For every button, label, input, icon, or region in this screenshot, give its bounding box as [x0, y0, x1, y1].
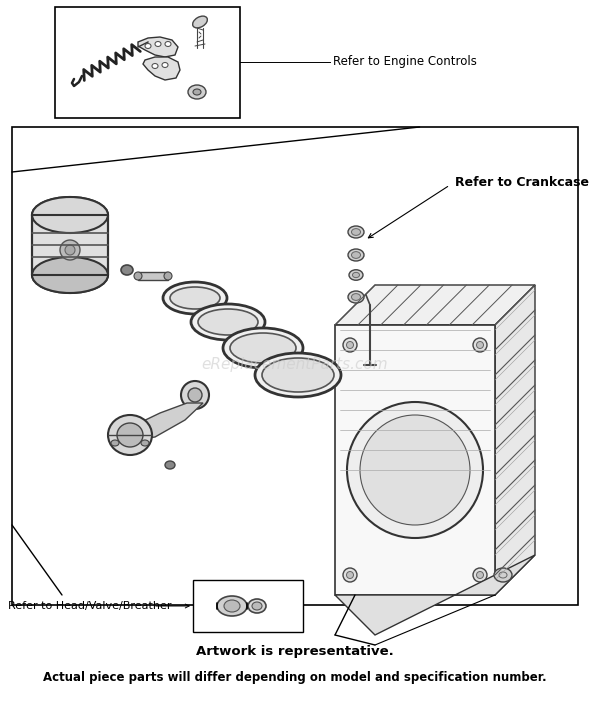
Ellipse shape [262, 358, 334, 392]
Ellipse shape [198, 309, 258, 335]
Text: Refer to Head/Valve/Breather: Refer to Head/Valve/Breather [8, 601, 172, 611]
Text: Artwork is representative.: Artwork is representative. [196, 645, 394, 659]
Ellipse shape [343, 338, 357, 352]
Ellipse shape [477, 571, 483, 578]
Ellipse shape [352, 273, 359, 277]
Ellipse shape [348, 291, 364, 303]
Ellipse shape [343, 568, 357, 582]
Ellipse shape [193, 89, 201, 95]
Ellipse shape [346, 571, 353, 578]
Ellipse shape [181, 381, 209, 409]
Ellipse shape [477, 342, 483, 349]
Ellipse shape [65, 245, 75, 255]
Ellipse shape [108, 415, 152, 455]
Ellipse shape [230, 333, 296, 363]
Ellipse shape [255, 353, 341, 397]
Ellipse shape [152, 64, 158, 68]
Ellipse shape [163, 282, 227, 314]
Ellipse shape [32, 257, 108, 293]
Polygon shape [335, 325, 495, 595]
Ellipse shape [164, 272, 172, 280]
Ellipse shape [349, 270, 363, 280]
Ellipse shape [188, 388, 202, 402]
Ellipse shape [473, 568, 487, 582]
Ellipse shape [165, 42, 171, 47]
Ellipse shape [32, 197, 108, 233]
Text: eReplacementParts.com: eReplacementParts.com [202, 357, 388, 373]
Ellipse shape [473, 338, 487, 352]
Polygon shape [138, 272, 168, 280]
Polygon shape [495, 285, 535, 595]
Text: Refer to Crankcase: Refer to Crankcase [455, 176, 589, 189]
Bar [193, 580, 303, 632]
Ellipse shape [170, 287, 220, 309]
Ellipse shape [32, 257, 108, 293]
Ellipse shape [224, 600, 240, 612]
Polygon shape [143, 57, 180, 80]
Ellipse shape [191, 304, 265, 340]
Ellipse shape [347, 402, 483, 538]
Ellipse shape [346, 342, 353, 349]
Polygon shape [32, 215, 108, 275]
Ellipse shape [141, 440, 149, 446]
Text: Actual piece parts will differ depending on model and specification number.: Actual piece parts will differ depending… [43, 671, 547, 685]
Ellipse shape [494, 568, 512, 582]
Ellipse shape [217, 596, 247, 616]
Ellipse shape [60, 240, 80, 260]
Ellipse shape [360, 415, 470, 525]
Ellipse shape [352, 229, 360, 235]
Bar [55, 7, 240, 118]
Ellipse shape [348, 249, 364, 261]
Text: Refer to Engine Controls: Refer to Engine Controls [333, 56, 477, 68]
Ellipse shape [165, 461, 175, 469]
Ellipse shape [134, 272, 142, 280]
Ellipse shape [155, 42, 161, 47]
Ellipse shape [145, 44, 151, 49]
Polygon shape [335, 555, 535, 635]
Ellipse shape [188, 85, 206, 99]
Polygon shape [123, 403, 203, 440]
Ellipse shape [111, 440, 119, 446]
Polygon shape [138, 37, 178, 57]
Ellipse shape [248, 599, 266, 613]
Ellipse shape [121, 265, 133, 275]
Ellipse shape [223, 328, 303, 368]
Polygon shape [335, 285, 535, 325]
Ellipse shape [348, 226, 364, 238]
Bar [12, 127, 578, 605]
Ellipse shape [352, 251, 360, 258]
Ellipse shape [32, 197, 108, 233]
Ellipse shape [252, 602, 262, 610]
Ellipse shape [192, 16, 207, 28]
Ellipse shape [162, 63, 168, 68]
Ellipse shape [352, 294, 360, 300]
Ellipse shape [117, 423, 143, 447]
